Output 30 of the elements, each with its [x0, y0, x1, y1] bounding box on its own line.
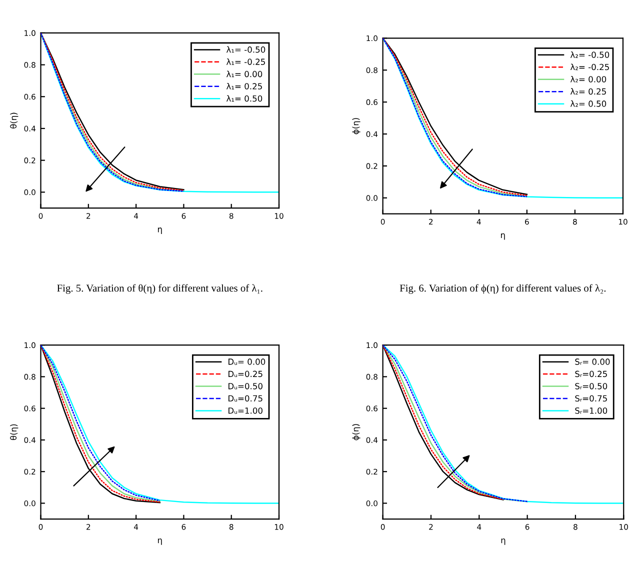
- legend-label: Sᵣ=1.00: [575, 407, 608, 414]
- legend-label: λ₁= 0.25: [226, 82, 262, 90]
- x-axis-title: η: [158, 228, 162, 234]
- legend-label: λ₁= 0.50: [226, 95, 262, 102]
- legend-label: Dᵤ=1.00: [228, 407, 262, 414]
- x-axis-title: η: [501, 233, 505, 240]
- legend-label: Dᵤ=0.75: [228, 395, 262, 402]
- y-axis-title: ϕ(η): [352, 118, 360, 134]
- legend-label: Sᵣ=0.25: [575, 370, 607, 378]
- legend-label: λ₂= -0.50: [570, 51, 610, 58]
- legend-label: Dᵤ= 0.00: [228, 358, 266, 365]
- legend-label: λ₂= -0.25: [570, 64, 609, 70]
- legend-label: λ₁= -0.50: [226, 46, 266, 53]
- legend-label: Dᵤ=0.25: [228, 370, 262, 378]
- legend-label: Sᵣ= 0.00: [575, 358, 610, 365]
- legend-label: λ₂= 0.50: [570, 100, 606, 107]
- caption: Fig. 5. Variation of θ(η) for different values of λ₁.: [57, 284, 262, 294]
- x-axis-title: η: [501, 538, 506, 545]
- x-axis-title: η: [158, 538, 162, 545]
- y-axis-title: ϕ(η): [352, 424, 360, 440]
- legend-label: Dᵤ=0.50: [228, 383, 262, 390]
- legend-label: λ₂= 0.00: [570, 76, 606, 82]
- legend-label: λ₁= 0.00: [226, 70, 262, 78]
- legend-label: λ₂= 0.25: [570, 88, 606, 95]
- legend-label: Sᵣ=0.50: [575, 383, 608, 390]
- y-axis-title: θ(η): [10, 112, 18, 128]
- legend-label: Sᵣ=0.75: [575, 395, 607, 402]
- legend-label: λ₁= -0.25: [226, 58, 265, 65]
- y-axis-title: θ(η): [10, 424, 18, 440]
- caption: Fig. 6. Variation of ϕ(η) for different values of λ₂.: [400, 284, 606, 294]
